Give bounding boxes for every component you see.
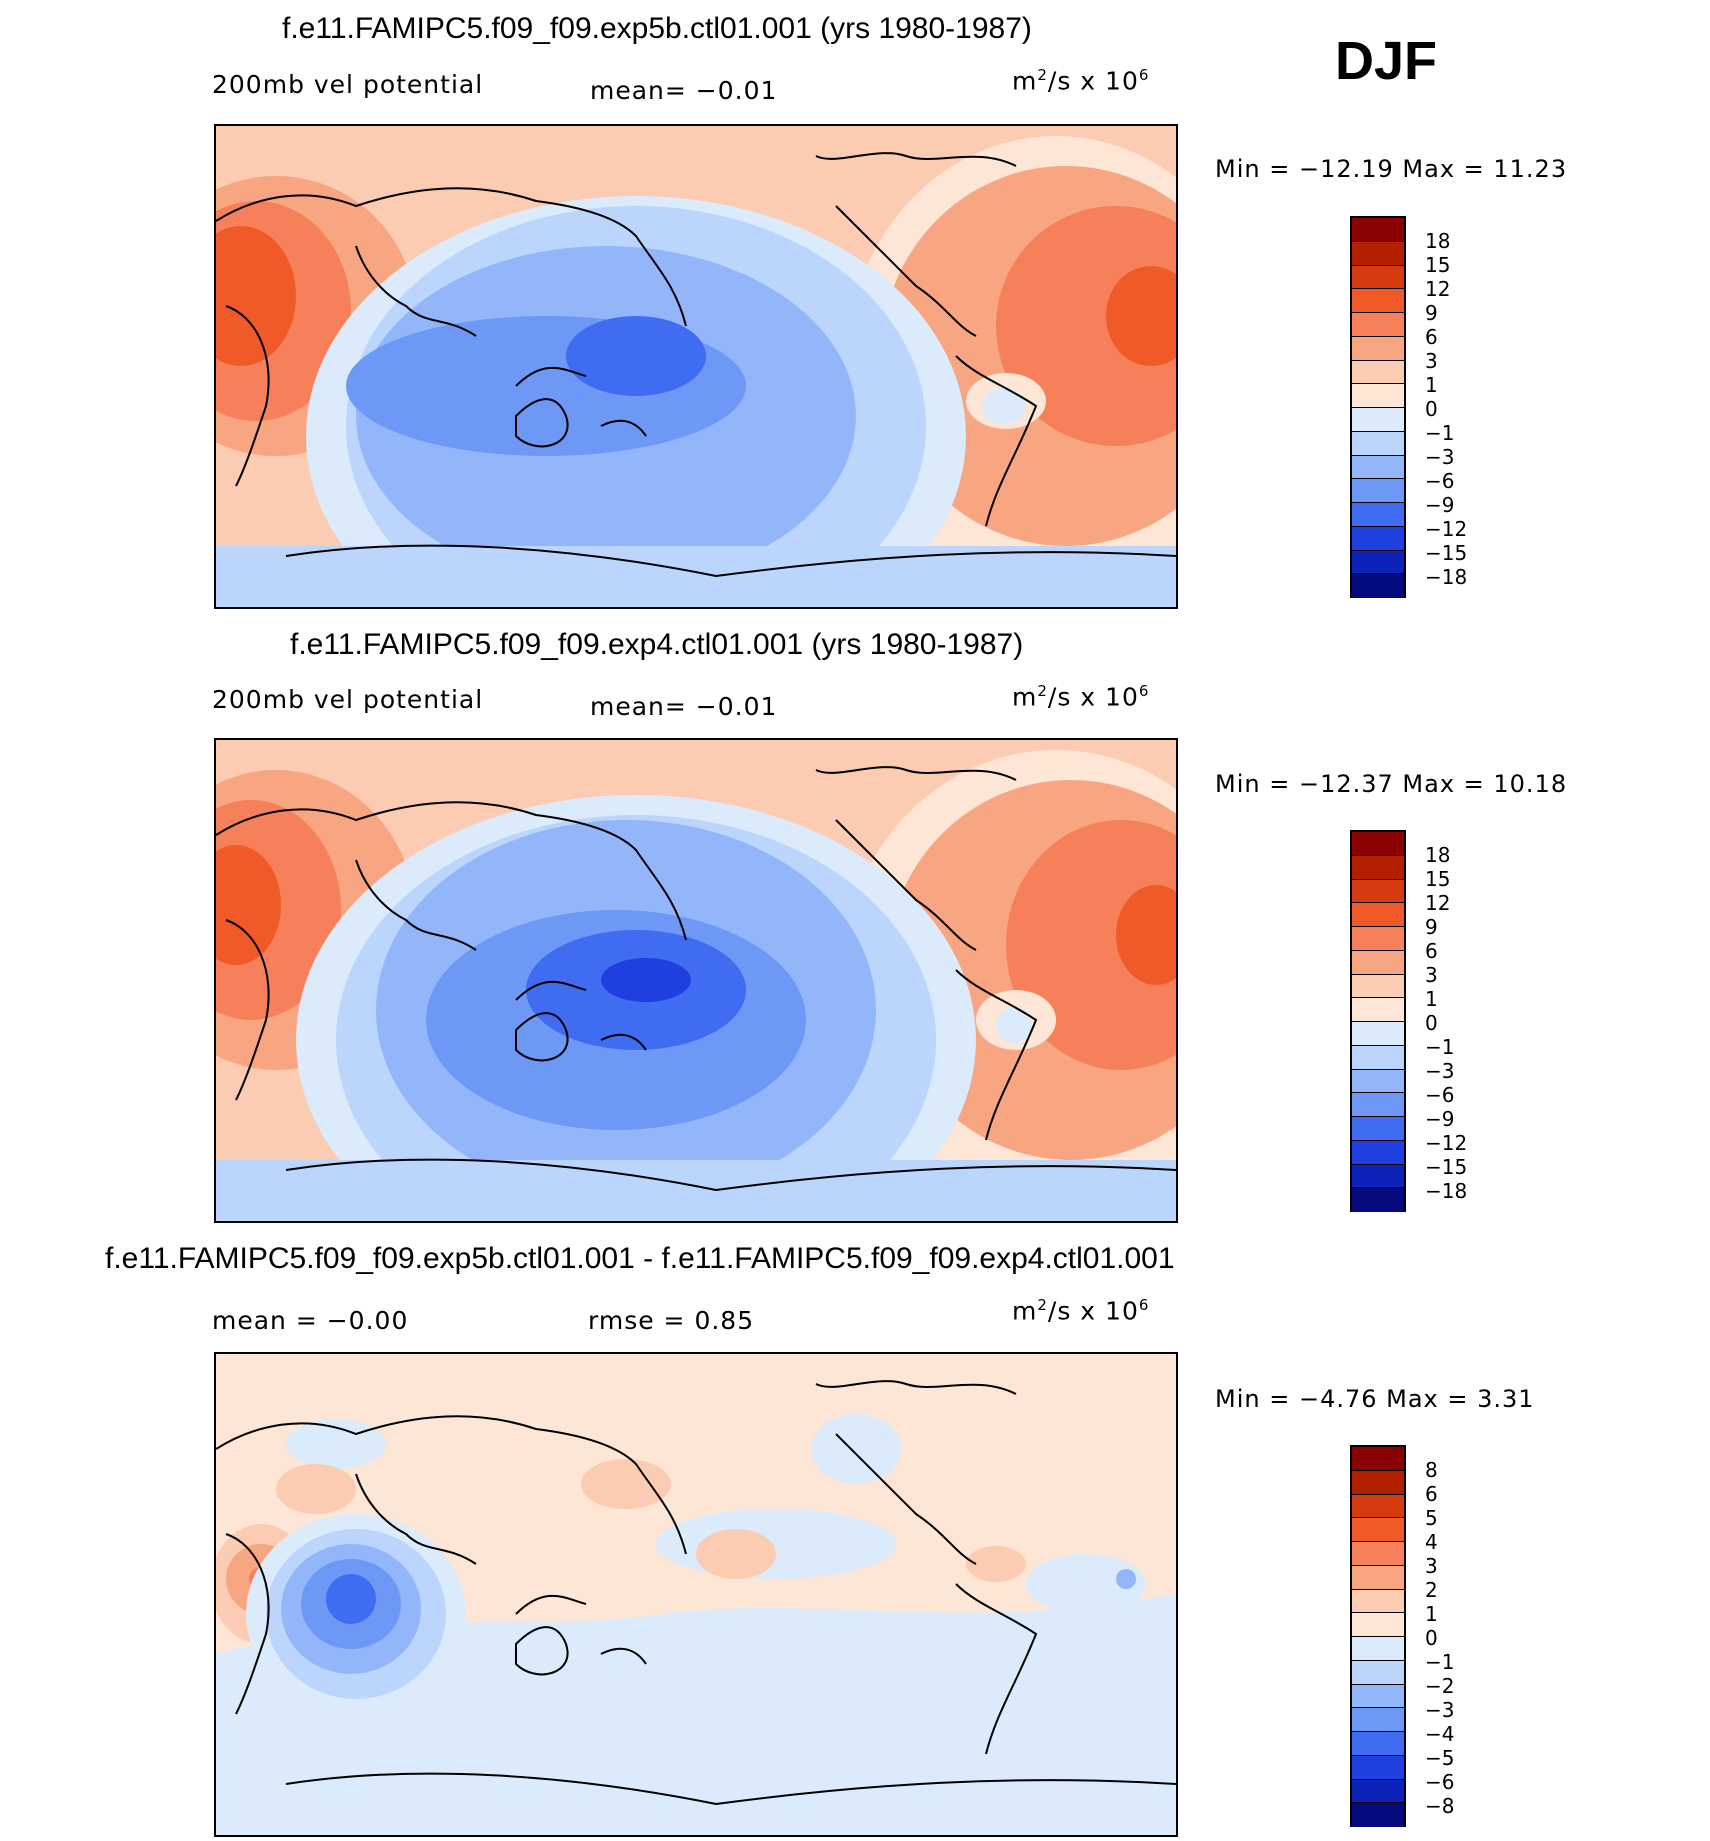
panel2-map-svg xyxy=(216,740,1176,1221)
panel3-colorbar-label: 6 xyxy=(1425,1482,1438,1506)
panel3-colorbar-label: 3 xyxy=(1425,1554,1438,1578)
panel2-colorbar-label: 1 xyxy=(1425,987,1438,1011)
panel2-colorbar-label: 15 xyxy=(1425,867,1451,891)
panel1-colorbar-label: −6 xyxy=(1425,469,1455,493)
panel3-colorbar-label: −5 xyxy=(1425,1746,1455,1770)
panel3-colorbar xyxy=(1350,1445,1406,1827)
panel1-colorbar-label: 6 xyxy=(1425,325,1438,349)
panel2-colorbar-label: −12 xyxy=(1425,1131,1468,1155)
panel3-map xyxy=(214,1352,1178,1837)
panel1-colorbar-label: −15 xyxy=(1425,541,1468,565)
panel2-mean: mean= −0.01 xyxy=(590,692,778,721)
panel2-map xyxy=(214,738,1178,1223)
panel1-colorbar-label: −3 xyxy=(1425,445,1455,469)
season-label: DJF xyxy=(1335,31,1438,91)
panel3-units: m2/s x 106 xyxy=(1012,1296,1150,1326)
panel1-map-svg xyxy=(216,126,1176,607)
panel1-variable: 200mb vel potential xyxy=(212,70,484,99)
panel1-colorbar-label: −1 xyxy=(1425,421,1455,445)
panel2-colorbar-label: 6 xyxy=(1425,939,1438,963)
panel3-minmax: Min = −4.76 Max = 3.31 xyxy=(1215,1385,1535,1413)
panel1-mean: mean= −0.01 xyxy=(590,76,778,105)
panel1-colorbar-label: 18 xyxy=(1425,229,1451,253)
panel3-colorbar-label: −2 xyxy=(1425,1674,1455,1698)
panel1-colorbar-label: 9 xyxy=(1425,301,1438,325)
panel3-colorbar-label: −4 xyxy=(1425,1722,1455,1746)
panel1-colorbar-label: 3 xyxy=(1425,349,1438,373)
panel3-title: f.e11.FAMIPC5.f09_f09.exp5b.ctl01.001 - … xyxy=(105,1242,1175,1275)
panel1-colorbar-label: 15 xyxy=(1425,253,1451,277)
panel3-colorbar-label: −8 xyxy=(1425,1794,1455,1818)
panel2-colorbar-label: 12 xyxy=(1425,891,1451,915)
panel1-colorbar-label: 0 xyxy=(1425,397,1438,421)
panel3-colorbar-label: 2 xyxy=(1425,1578,1438,1602)
panel2-colorbar-label: −3 xyxy=(1425,1059,1455,1083)
panel2-colorbar-label: −18 xyxy=(1425,1179,1468,1203)
panel3-colorbar-label: −1 xyxy=(1425,1650,1455,1674)
panel1-colorbar-label: −18 xyxy=(1425,565,1468,589)
panel1-colorbar-label: 12 xyxy=(1425,277,1451,301)
panel1-minmax: Min = −12.19 Max = 11.23 xyxy=(1215,155,1568,183)
panel3-colorbar-label: 1 xyxy=(1425,1602,1438,1626)
panel1-colorbar-label: −12 xyxy=(1425,517,1468,541)
panel3-colorbar-label: 0 xyxy=(1425,1626,1438,1650)
panel2-variable: 200mb vel potential xyxy=(212,685,484,714)
panel2-colorbar-label: 3 xyxy=(1425,963,1438,987)
panel1-colorbar-label: −9 xyxy=(1425,493,1455,517)
panel2-colorbar-label: −6 xyxy=(1425,1083,1455,1107)
panel2-colorbar-label: 9 xyxy=(1425,915,1438,939)
panel3-colorbar-label: −3 xyxy=(1425,1698,1455,1722)
panel2-colorbar-label: −15 xyxy=(1425,1155,1468,1179)
panel1-units: m2/s x 106 xyxy=(1012,66,1150,96)
panel2-colorbar-label: −1 xyxy=(1425,1035,1455,1059)
panel3-map-svg xyxy=(216,1354,1176,1835)
panel1-colorbar-label: 1 xyxy=(1425,373,1438,397)
panel1-colorbar xyxy=(1350,216,1406,598)
panel3-colorbar-label: 8 xyxy=(1425,1458,1438,1482)
panel2-colorbar-label: 0 xyxy=(1425,1011,1438,1035)
panel2-minmax: Min = −12.37 Max = 10.18 xyxy=(1215,770,1568,798)
panel3-mean: mean = −0.00 xyxy=(212,1306,409,1335)
panel3-colorbar-label: 4 xyxy=(1425,1530,1438,1554)
panel3-colorbar-label: 5 xyxy=(1425,1506,1438,1530)
panel3-colorbar-label: −6 xyxy=(1425,1770,1455,1794)
panel2-colorbar xyxy=(1350,830,1406,1212)
panel1-title: f.e11.FAMIPC5.f09_f09.exp5b.ctl01.001 (y… xyxy=(282,12,1032,45)
panel2-title: f.e11.FAMIPC5.f09_f09.exp4.ctl01.001 (yr… xyxy=(290,628,1024,661)
panel2-units: m2/s x 106 xyxy=(1012,682,1150,712)
panel1-map xyxy=(214,124,1178,609)
panel3-rmse: rmse = 0.85 xyxy=(588,1306,755,1335)
panel2-colorbar-label: −9 xyxy=(1425,1107,1455,1131)
panel2-colorbar-label: 18 xyxy=(1425,843,1451,867)
